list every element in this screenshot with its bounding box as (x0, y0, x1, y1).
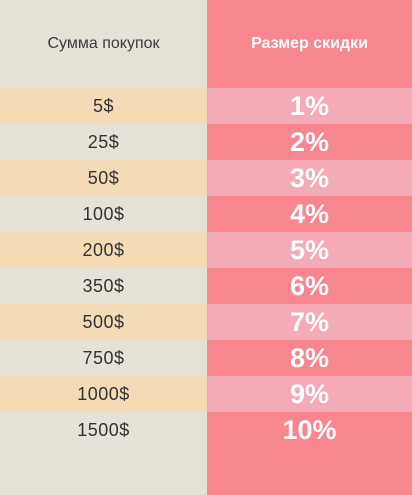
amount-cell: 25$ (87, 131, 120, 152)
discount-cell: 4% (289, 198, 330, 229)
amount-cell: 1500$ (77, 419, 130, 440)
discount-column-header: Размер скидки (251, 35, 368, 52)
amount-cell: 1000$ (0, 376, 207, 412)
amount-cell: 100$ (82, 203, 125, 224)
table-row: 200$ 5% (0, 232, 412, 268)
amount-cell: 750$ (82, 347, 125, 368)
amount-cell: 5$ (0, 88, 207, 124)
table-row: 500$ 7% (0, 304, 412, 340)
table-row: 750$ 8% (0, 340, 412, 376)
amount-cell: 350$ (82, 275, 125, 296)
amount-column-header: Сумма покупок (47, 35, 160, 52)
table-row: 1500$ 10% (0, 412, 412, 448)
discount-cell: 3% (207, 160, 412, 196)
amount-cell: 500$ (0, 304, 207, 340)
discount-cell: 7% (207, 304, 412, 340)
discount-cell: 2% (289, 126, 330, 157)
table-row: 25$ 2% (0, 124, 412, 160)
discount-cell: 9% (207, 376, 412, 412)
table-row: 50$ 3% (0, 160, 412, 196)
amount-cell: 50$ (0, 160, 207, 196)
discount-cell: 10% (282, 414, 337, 445)
table-row: 350$ 6% (0, 268, 412, 304)
table-row: 1000$ 9% (0, 376, 412, 412)
discount-cell: 6% (289, 270, 330, 301)
discount-cell: 5% (207, 232, 412, 268)
amount-cell: 200$ (0, 232, 207, 268)
table-body: 5$ 1% 25$ 2% 50$ 3% 100$ 4% 200$ 5% 350$… (0, 88, 412, 448)
table-row: 5$ 1% (0, 88, 412, 124)
discount-cell: 1% (207, 88, 412, 124)
discount-cell: 8% (289, 342, 330, 373)
table-row: 100$ 4% (0, 196, 412, 232)
